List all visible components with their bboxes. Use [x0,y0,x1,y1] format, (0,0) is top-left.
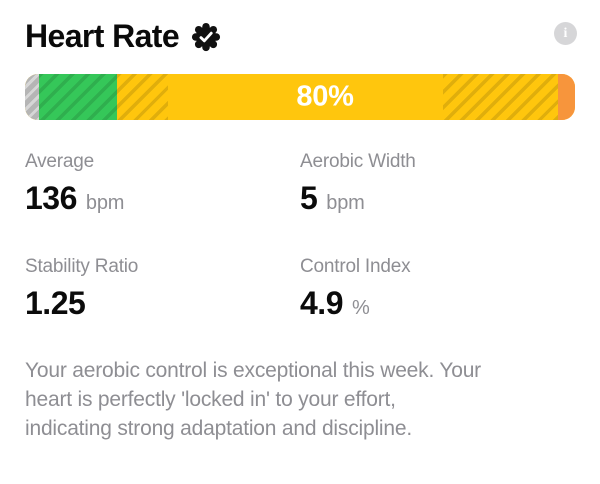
info-button[interactable]: i [554,22,577,45]
verified-seal-icon [191,22,221,52]
metric-aerobic-width: Aerobic Width 5 bpm [300,150,575,223]
summary-text: Your aerobic control is exceptional this… [25,359,481,440]
metric-stability-ratio: Stability Ratio 1.25 [25,255,300,328]
metric-unit: % [351,297,370,319]
metric-value: 5 [300,180,318,216]
metric-value: 4.9 [300,285,343,321]
metric-label: Stability Ratio [25,256,139,277]
metric-value-row: 1.25 [25,283,300,323]
metric-label: Aerobic Width [300,151,416,172]
metric-unit: bpm [326,192,365,214]
metric-label: Control Index [300,256,411,277]
metric-label: Average [25,151,95,172]
heart-rate-zone-bar: 80% [25,74,575,120]
metric-value-row: 5 bpm [300,178,575,223]
metric-value: 1.25 [25,285,86,321]
metrics-grid: Average 136 bpm Aerobic Width 5 bpm Stab… [25,150,575,328]
page-title: Heart Rate [25,18,180,54]
metric-value-row: 136 bpm [25,178,300,223]
metric-value-row: 4.9 % [300,283,575,328]
metric-control-index: Control Index 4.9 % [300,255,575,328]
metric-unit: bpm [85,192,125,214]
card-header: Heart Rate i [25,18,580,58]
title-row: Heart Rate [25,18,580,54]
percent-label: 80% [296,80,354,113]
bar-segment-yellow-zone [117,74,558,120]
metric-average: Average 136 bpm [25,150,300,223]
metric-value: 136 [25,180,77,216]
bar-segment-orange-cap [558,74,575,120]
info-icon: i [563,25,568,41]
bar-segment-below-range [25,74,39,120]
bar-segment-green-zone [39,74,117,120]
